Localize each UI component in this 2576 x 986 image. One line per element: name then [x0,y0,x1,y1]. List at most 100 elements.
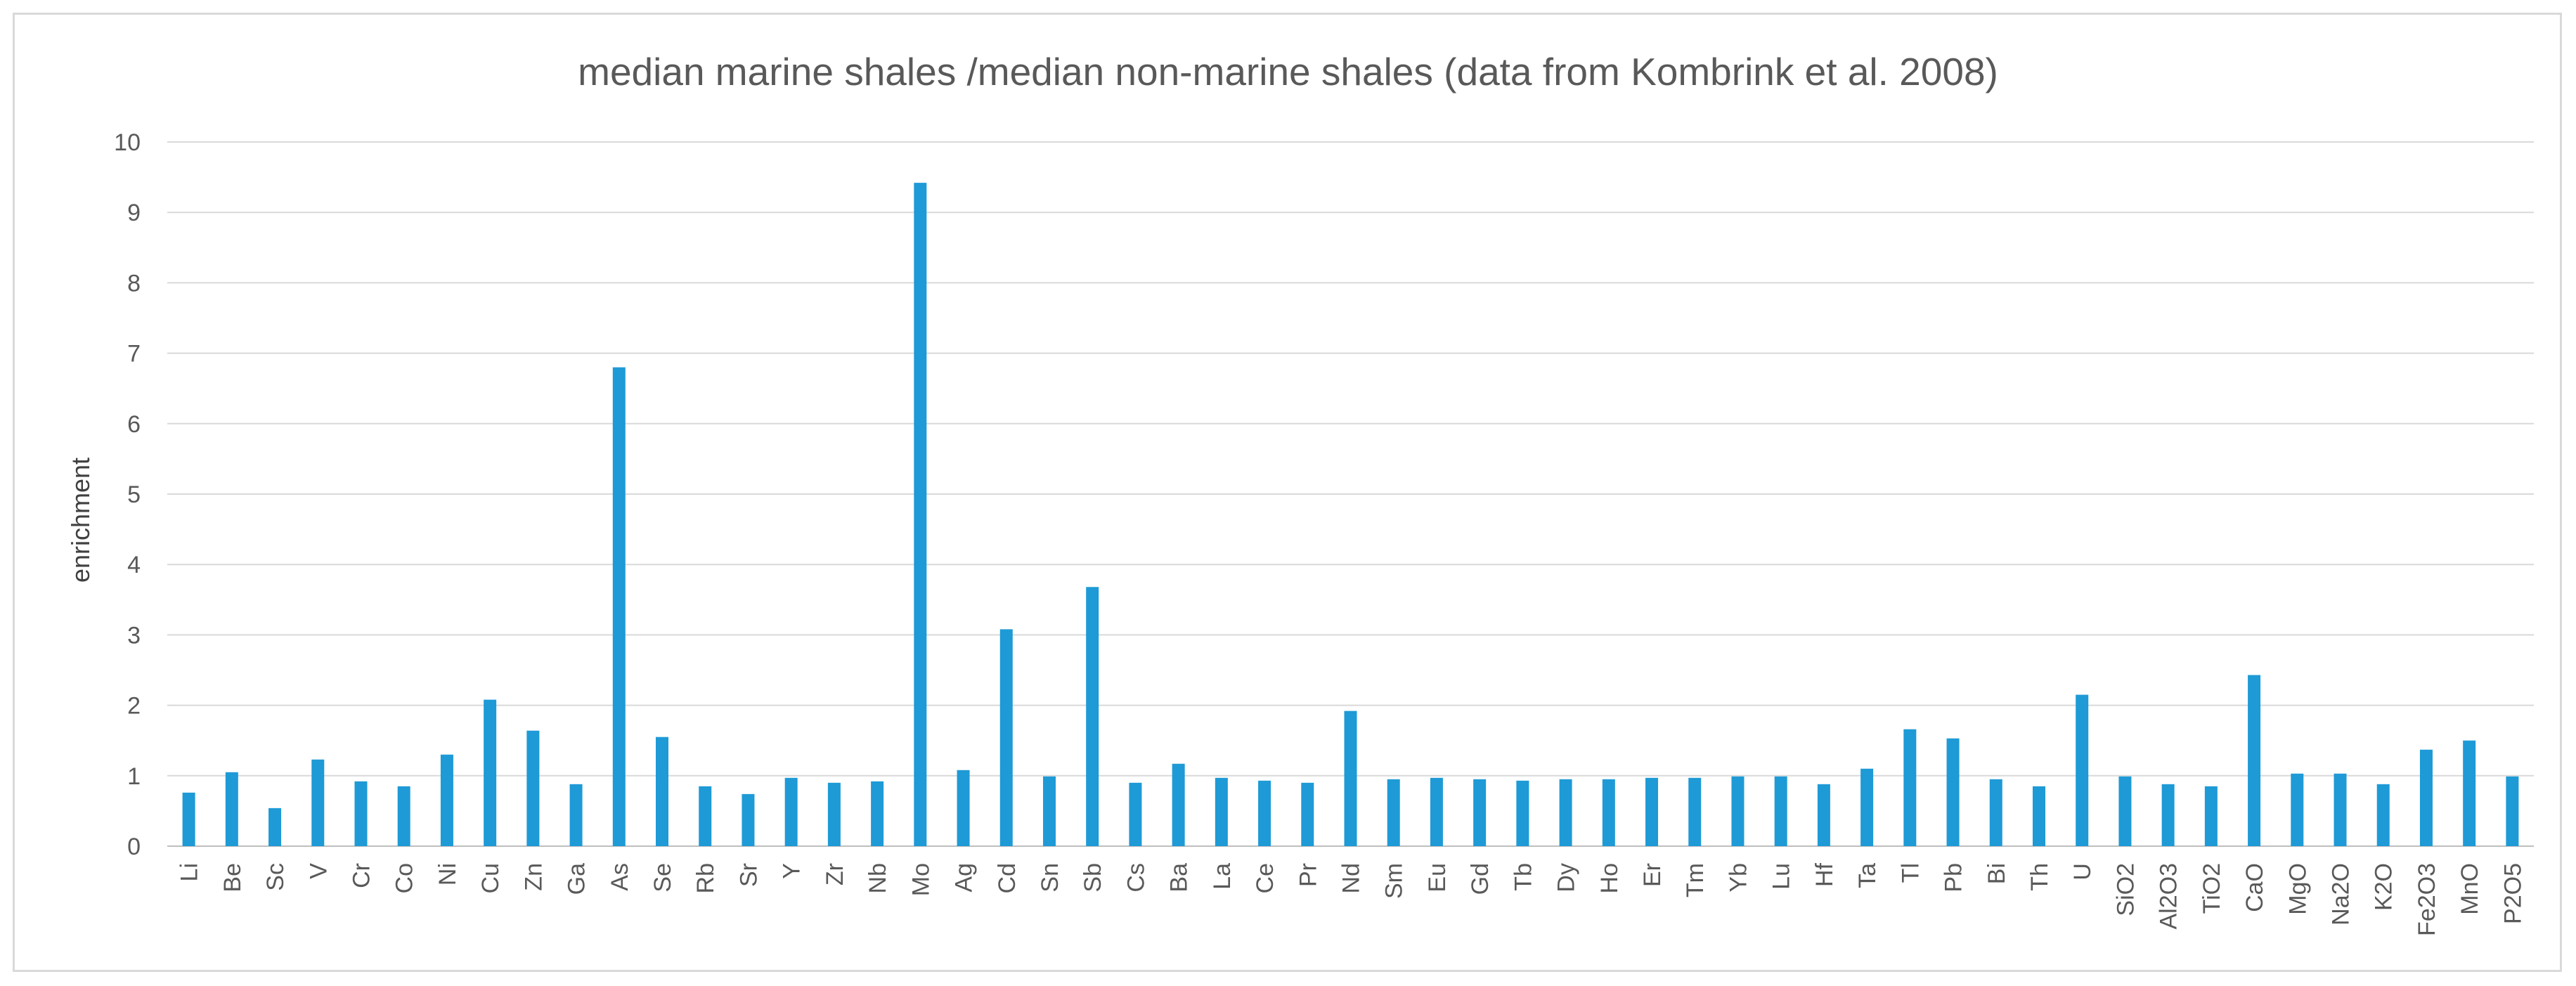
x-tick-label: Ni [434,863,461,886]
x-tick-label: Ag [951,863,978,893]
x-tick-label: Er [1639,863,1666,887]
bar-lu [1774,776,1787,846]
x-tick-label: Eu [1424,863,1451,893]
chart-frame [13,13,2562,972]
x-tick-label: Gd [1467,863,1494,895]
bar-cd [999,629,1013,846]
bar-tb [1516,780,1529,846]
x-tick-label: Tl [1897,863,1924,883]
bar-zr [827,782,841,846]
x-tick-label: Zr [822,863,848,886]
bar-as [612,367,626,846]
bar-p2o5 [2506,776,2519,846]
bar-na2o [2334,773,2347,846]
x-tick-label: P2O5 [2499,863,2526,924]
bar-eu [1430,777,1443,846]
bar-zn [526,730,540,846]
bar-v [311,759,325,846]
y-tick-label: 5 [127,481,141,508]
x-tick-label: MnO [2457,863,2483,915]
x-tick-label: Tb [1510,863,1536,891]
bar-pr [1301,782,1314,846]
x-tick-label: Lu [1768,863,1795,890]
x-tick-label: Sr [735,863,762,887]
x-tick-label: CaO [2241,863,2268,912]
x-tick-label: Tm [1682,863,1709,897]
x-tick-label: Dy [1553,863,1580,893]
x-tick-label: Bi [1983,863,2010,884]
bar-mo [914,183,927,847]
bar-ta [1860,768,1874,846]
bar-k2o [2376,784,2390,846]
x-tick-label: Yb [1725,863,1752,893]
bar-mno [2463,740,2476,846]
bar-nb [871,781,884,846]
x-tick-label: Ce [1252,863,1279,893]
x-tick-label: As [607,863,633,891]
bar-ba [1172,763,1185,846]
bar-al2o3 [2161,784,2175,846]
bar-th [2032,786,2045,846]
x-tick-label: Pr [1295,863,1321,887]
x-tick-label: Be [219,863,246,893]
x-tick-label: Nd [1338,863,1365,893]
bar-gd [1473,779,1487,846]
bar-ag [957,770,970,846]
bar-cr [354,781,368,846]
bar-tl [1903,729,1917,846]
bar-sn [1042,776,1056,846]
x-tick-label: TiO2 [2199,863,2225,914]
x-tick-label: Nb [865,863,891,893]
bar-yb [1731,776,1745,846]
x-tick-label: Zn [520,863,547,891]
gridlines [167,141,2534,847]
x-tick-label: Cr [348,863,375,888]
bar-la [1215,777,1228,846]
bar-co [397,786,410,846]
bar-sr [742,793,755,846]
x-tick-labels: Li Be Sc V Cr Co Ni Cu Zn Ga As Se Rb Sr Y Zr Nb Mo Ag Cd Sn… [176,862,2527,936]
bar-sm [1387,779,1400,846]
bar-ce [1258,780,1271,846]
bars [182,183,2519,847]
y-tick-label: 9 [127,200,141,226]
x-tick-label: Mo [907,863,934,896]
bar-dy [1559,779,1572,846]
bar-u [2076,694,2089,846]
x-tick-label: Al2O3 [2156,863,2182,930]
bar-tio2 [2204,786,2218,846]
bar-pb [1946,738,1960,846]
bar-tm [1688,777,1702,846]
bar-li [182,792,195,846]
bar-sio2 [2118,776,2132,846]
y-tick-label: 8 [127,270,141,297]
bar-fe2o3 [2419,749,2433,846]
x-tick-label: Y [779,863,805,879]
y-tick-label: 10 [114,129,141,156]
x-tick-label: Fe2O3 [2414,863,2440,936]
x-tick-label: Ba [1166,863,1193,893]
bar-nd [1344,711,1357,846]
bar-se [656,737,669,846]
x-tick-label: Sc [262,863,289,891]
x-tick-label: Cd [994,863,1021,893]
y-tick-label: 4 [127,552,141,578]
bar-cao [2248,675,2261,846]
bar-cu [484,699,497,846]
x-tick-label: Sm [1381,863,1408,899]
bar-be [225,772,238,846]
x-tick-label: Sb [1080,863,1106,893]
y-tick-labels: 0 1 2 3 4 5 6 7 8 9 10 [114,129,141,860]
bar-bi [1989,779,2002,846]
x-tick-label: Ho [1596,863,1623,893]
x-tick-label: Se [649,863,676,893]
y-tick-label: 0 [127,833,141,860]
x-tick-label: Th [2026,863,2053,891]
y-tick-label: 1 [127,763,141,790]
x-tick-label: Pb [1941,863,1967,893]
bar-ni [440,754,453,846]
bar-sc [268,807,282,846]
x-tick-label: Ta [1854,863,1881,888]
bar-cs [1129,782,1142,846]
x-tick-label: K2O [2371,863,2397,911]
